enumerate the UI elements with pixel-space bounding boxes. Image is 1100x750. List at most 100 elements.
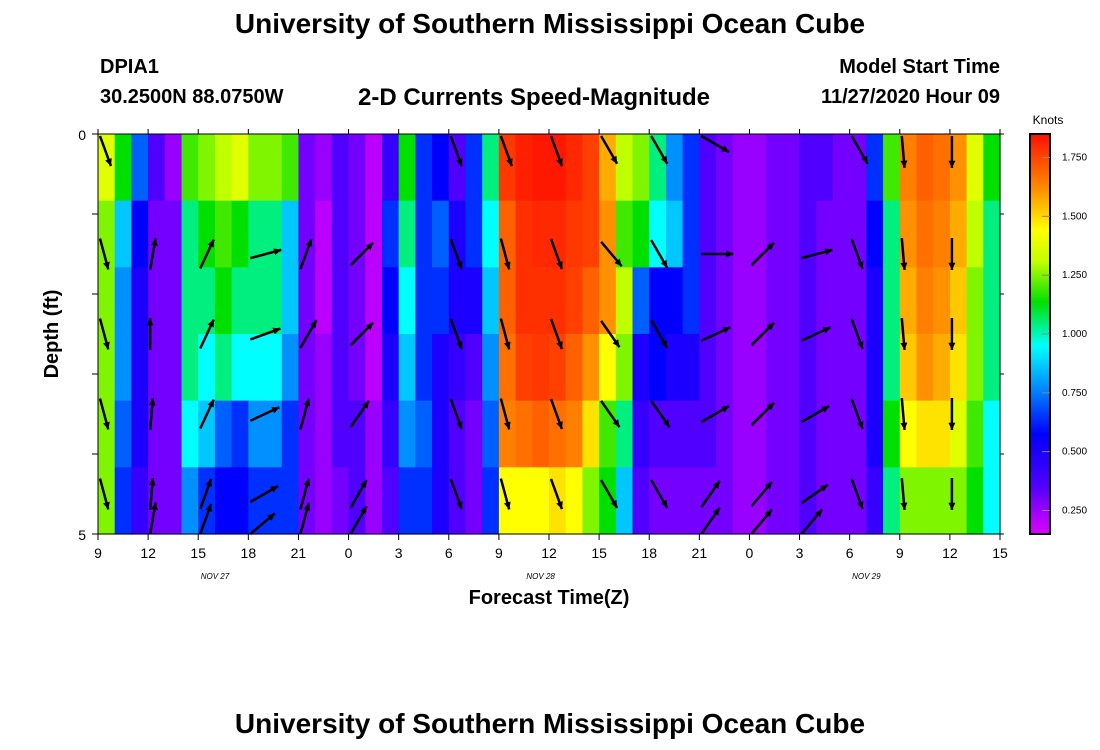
heatmap-cell — [298, 267, 316, 335]
heatmap-cell — [114, 400, 133, 468]
vector-arrowhead — [612, 419, 620, 428]
heatmap-cell — [198, 200, 216, 268]
vector-arrowhead — [103, 421, 110, 430]
heatmap-cell — [98, 267, 116, 335]
heatmap-cell — [148, 134, 166, 202]
heatmap-cell — [148, 334, 166, 402]
heatmap-cell — [732, 467, 751, 535]
heatmap-cell — [398, 134, 416, 202]
colorbar-ticks: 0.250 0.500 0.750 1.000 1.250 1.500 1.750 — [1042, 153, 1087, 516]
colorbar-label: Knots — [1033, 113, 1064, 127]
heatmap-cell — [532, 334, 550, 402]
heatmap-cell — [983, 400, 1001, 468]
heatmap-cell — [632, 334, 650, 402]
vector-arrowhead — [270, 486, 279, 493]
vector-arrowhead — [359, 506, 367, 515]
heatmap-cell — [448, 267, 467, 335]
x-axis-label: Forecast Time(Z) — [469, 587, 630, 609]
vector-arrowhead — [819, 484, 828, 492]
heatmap-cell — [565, 267, 584, 335]
vector-arrowhead — [207, 239, 214, 248]
heatmap-cell — [665, 134, 684, 202]
heatmap-cell — [298, 334, 316, 402]
vector-arrowhead — [556, 501, 563, 510]
heatmap-cell — [482, 267, 500, 335]
vector-arrowhead — [766, 242, 775, 251]
heatmap-cell — [415, 200, 433, 268]
heatmap-cell — [198, 334, 216, 402]
heatmap-cell — [832, 400, 851, 468]
heatmap-cell — [916, 267, 934, 335]
heatmap-cell — [749, 200, 767, 268]
heatmap-cell — [933, 334, 951, 402]
heatmap-cell — [615, 400, 634, 468]
heatmap-cell — [615, 134, 634, 202]
x-tick-label: 6 — [846, 545, 854, 561]
heatmap-cell — [883, 134, 901, 202]
heatmap-cell — [565, 134, 584, 202]
heatmap-cell — [181, 334, 199, 402]
vector-arrowhead — [556, 261, 563, 270]
heatmap-cell — [415, 134, 433, 202]
vector-arrowhead — [365, 242, 374, 251]
heatmap-cell — [148, 200, 166, 268]
heatmap-cell — [699, 200, 717, 268]
heatmap-cell — [281, 200, 300, 268]
vector-arrowhead — [361, 400, 369, 409]
heatmap-cell — [365, 334, 383, 402]
heatmap-cell — [315, 200, 333, 268]
heatmap-cell — [732, 134, 751, 202]
heatmap-cell — [315, 334, 333, 402]
heatmap-cell — [164, 267, 183, 335]
vector-arrowhead — [207, 399, 214, 408]
vector-arrowhead — [612, 339, 620, 348]
heatmap-cell — [632, 200, 650, 268]
date-label: NOV 28 — [526, 572, 555, 581]
heatmap-cell — [916, 400, 934, 468]
heatmap-cell — [966, 334, 984, 402]
heatmap-cell — [281, 267, 300, 335]
heatmap-cell — [415, 334, 433, 402]
vector-arrowhead — [721, 145, 730, 152]
x-tick-label: 6 — [445, 545, 453, 561]
heatmap-cell — [248, 334, 266, 402]
vector-arrowhead — [726, 250, 734, 258]
colorbar-tick-label: 0.750 — [1062, 388, 1087, 399]
heatmap-cell — [298, 467, 316, 535]
vector-arrowhead — [660, 155, 668, 164]
vector-arrowhead — [824, 248, 833, 256]
heatmap-cell — [532, 200, 550, 268]
heatmap-cell — [615, 200, 634, 268]
vector-arrowhead — [948, 342, 956, 350]
heatmap-cell — [181, 134, 199, 202]
heatmap-cell — [565, 200, 584, 268]
heatmap-cell — [933, 467, 951, 535]
heatmap-cell — [966, 467, 984, 535]
heatmap-cell — [114, 267, 133, 335]
heatmap-cell — [966, 200, 984, 268]
heatmap-cell — [732, 267, 751, 335]
heatmap-cell — [432, 334, 450, 402]
heatmap-cell — [632, 134, 650, 202]
date-label: NOV 29 — [852, 572, 881, 581]
heatmap-cell — [465, 200, 483, 268]
heatmap-cell — [465, 267, 483, 335]
heatmap-cell — [816, 467, 834, 535]
heatmap-cell — [131, 267, 149, 335]
vector-arrowhead — [660, 259, 668, 268]
vector-arrowhead — [455, 501, 463, 510]
heatmap-cell — [849, 334, 867, 402]
heatmap-cell — [983, 200, 1001, 268]
heatmap-cell — [632, 267, 650, 335]
heatmap-cell — [599, 267, 617, 335]
heatmap-cell — [749, 400, 767, 468]
footer-title: University of Southern Mississippi Ocean… — [234, 708, 866, 739]
vector-arrowhead — [610, 499, 618, 508]
vector-arrowhead — [614, 258, 622, 267]
vector-arrowhead — [900, 342, 908, 350]
vector-arrowhead — [948, 422, 956, 430]
heatmap-cell — [883, 467, 901, 535]
heatmap-cell — [331, 134, 350, 202]
heatmap-cell — [665, 400, 684, 468]
heatmap-cell — [398, 467, 416, 535]
